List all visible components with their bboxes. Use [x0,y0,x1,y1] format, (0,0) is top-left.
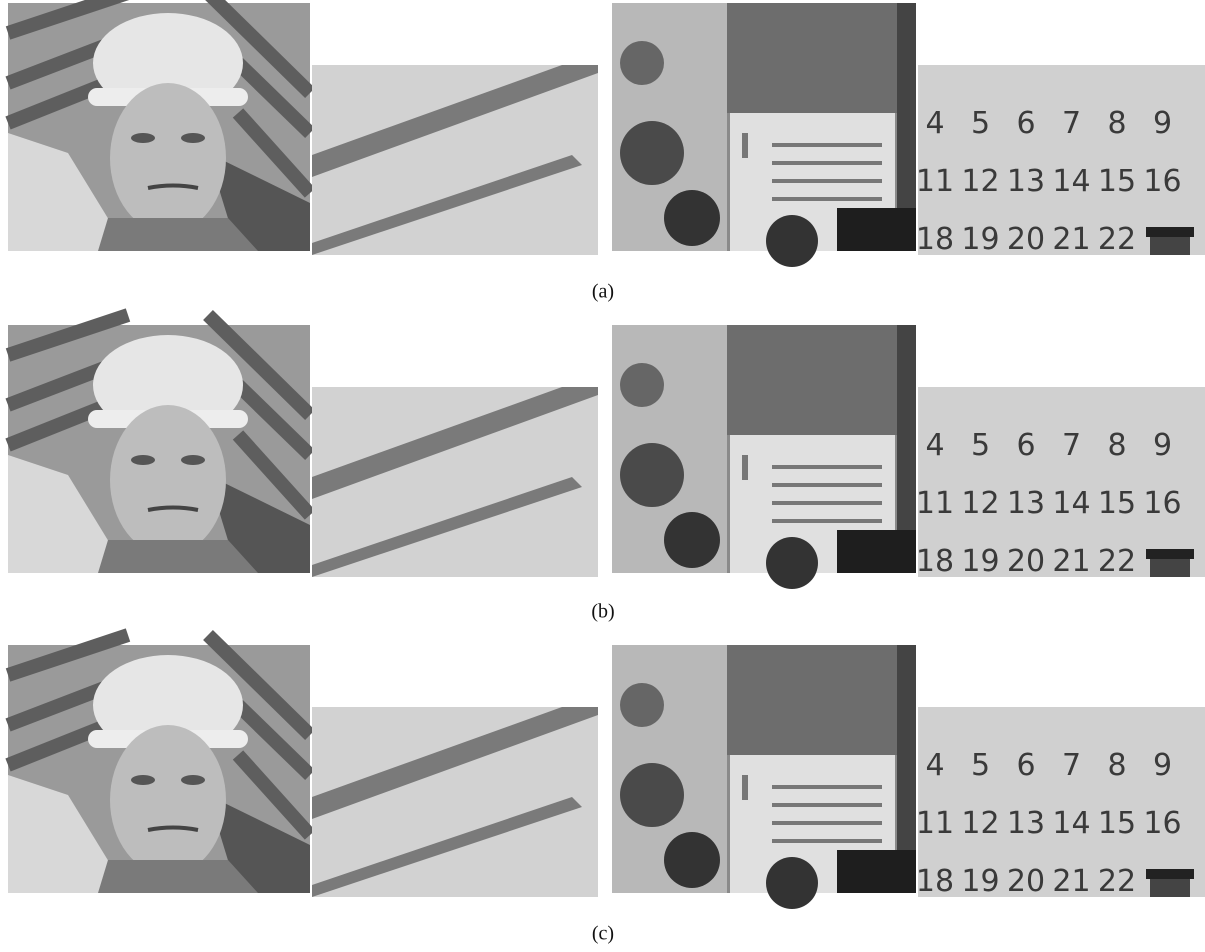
calendar-number: 15 [1098,486,1136,521]
calendar-number: 15 [1098,164,1136,199]
figure: 4567891112131415161819202122(a)456789111… [0,0,1205,952]
calendar-number: 22 [1098,544,1136,579]
calendar-number: 5 [971,748,990,783]
calendar-number: 7 [1062,106,1081,141]
calendar-number: 8 [1107,106,1126,141]
calendar-number: 22 [1098,222,1136,257]
calendar-number: 11 [916,806,954,841]
calendar-frame [612,645,916,909]
calendar-number: 16 [1143,806,1181,841]
calendar-number: 6 [1016,106,1035,141]
calendar-number: 8 [1107,748,1126,783]
calendar-number: 20 [1007,222,1045,257]
calendar-number: 14 [1052,164,1090,199]
calendar-number: 13 [1007,164,1045,199]
calendar-number: 5 [971,106,990,141]
caption: (a) [592,281,614,303]
calendar-number: 13 [1007,806,1045,841]
calendar-number: 11 [916,164,954,199]
calendar-number: 14 [1052,806,1090,841]
calendar-number: 20 [1007,864,1045,899]
calendar-number: 12 [961,806,999,841]
calendar-number: 9 [1153,748,1172,783]
caption: (b) [591,601,614,623]
calendar-number: 9 [1153,428,1172,463]
foreman-frame [8,0,310,251]
calendar-number: 18 [916,544,954,579]
calendar-number: 13 [1007,486,1045,521]
caption: (c) [592,923,614,945]
calendar-number: 18 [916,864,954,899]
calendar-number: 16 [1143,164,1181,199]
calendar-number: 16 [1143,486,1181,521]
calendar-number: 11 [916,486,954,521]
calendar-number: 21 [1052,222,1090,257]
foreman-zoom [312,707,598,897]
calendar-number: 6 [1016,748,1035,783]
calendar-number: 19 [961,864,999,899]
calendar-number: 20 [1007,544,1045,579]
foreman-frame [8,635,310,893]
calendar-frame [612,3,916,267]
calendar-number: 19 [961,544,999,579]
calendar-number: 19 [961,222,999,257]
calendar-number: 4 [925,748,944,783]
calendar-number: 4 [925,106,944,141]
foreman-zoom [312,65,598,255]
calendar-number: 6 [1016,428,1035,463]
calendar-number: 18 [916,222,954,257]
calendar-number: 12 [961,486,999,521]
calendar-number: 21 [1052,544,1090,579]
foreman-zoom [312,387,598,577]
foreman-frame [8,315,310,573]
calendar-number: 7 [1062,428,1081,463]
calendar-number: 15 [1098,806,1136,841]
calendar-number: 5 [971,428,990,463]
calendar-number: 9 [1153,106,1172,141]
calendar-number: 14 [1052,486,1090,521]
calendar-number: 21 [1052,864,1090,899]
calendar-number: 4 [925,428,944,463]
calendar-number: 12 [961,164,999,199]
page: {"figure": {"captions": ["(a)", "(b)", "… [0,0,1205,952]
calendar-number: 7 [1062,748,1081,783]
calendar-number: 22 [1098,864,1136,899]
calendar-frame [612,325,916,589]
calendar-number: 8 [1107,428,1126,463]
